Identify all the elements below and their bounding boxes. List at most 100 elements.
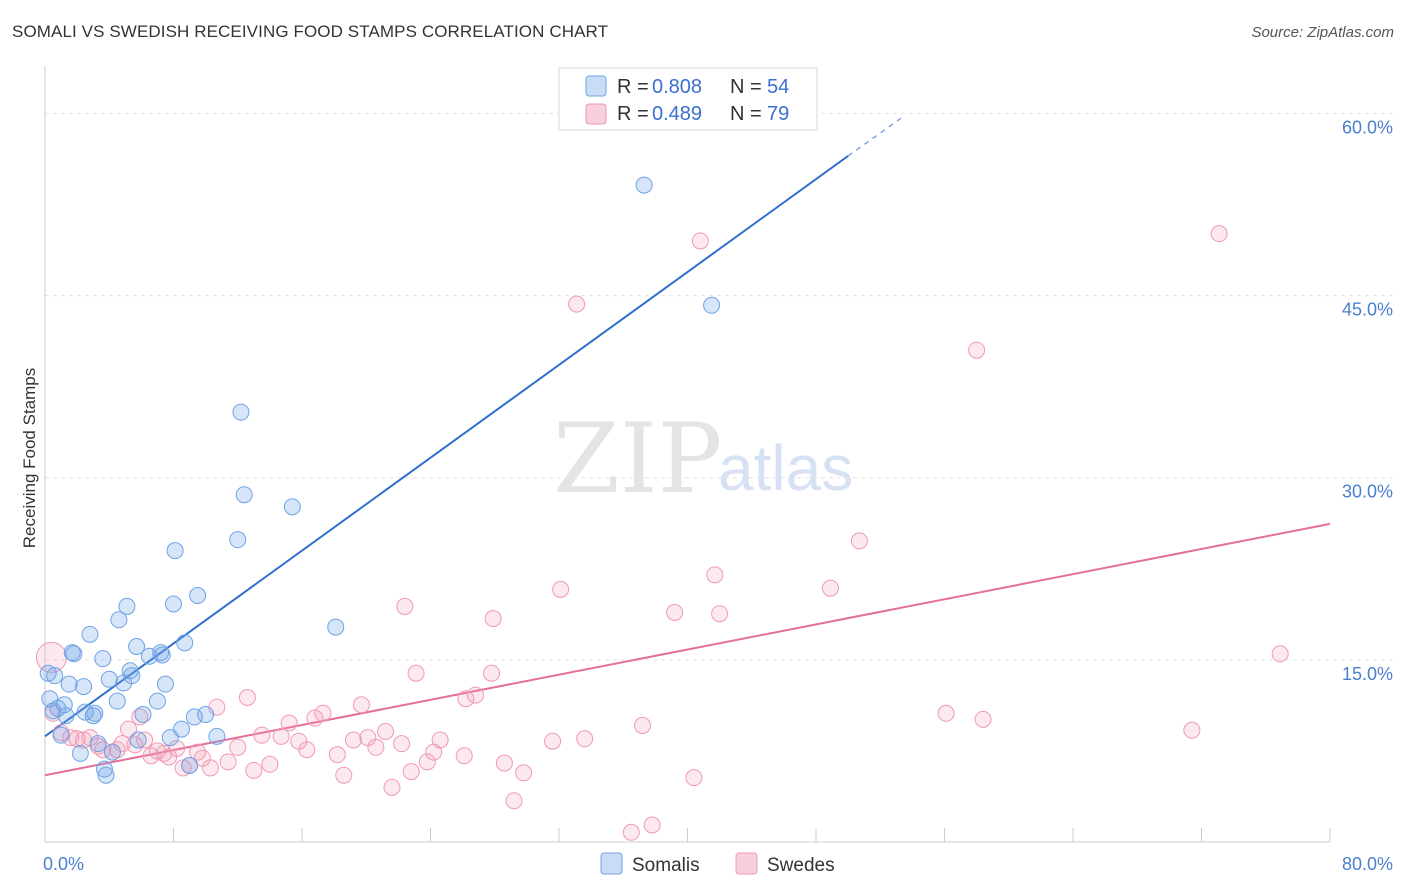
point-swedes bbox=[418, 753, 436, 771]
y-tick-label: 45.0% bbox=[1342, 300, 1393, 320]
point-somalis bbox=[229, 531, 247, 549]
point-swedes bbox=[120, 720, 138, 738]
legend-n-value-1: 54 bbox=[767, 76, 789, 98]
point-swedes bbox=[201, 759, 219, 777]
point-somalis bbox=[703, 296, 721, 314]
trend-line-swedes bbox=[44, 522, 1331, 777]
point-somalis bbox=[81, 625, 99, 643]
point-somalis bbox=[118, 597, 136, 615]
point-swedes bbox=[352, 696, 370, 714]
point-swedes bbox=[691, 232, 709, 250]
point-somalis bbox=[129, 731, 147, 749]
point-swedes bbox=[622, 823, 640, 841]
legend-bottom-label-swedes: Swedes bbox=[767, 855, 835, 876]
point-swedes bbox=[383, 778, 401, 796]
point-somalis bbox=[39, 664, 57, 682]
point-somalis bbox=[94, 650, 112, 668]
point-somalis bbox=[55, 696, 73, 714]
x-tick-label: 0.0% bbox=[43, 854, 84, 874]
data-points bbox=[35, 176, 1289, 841]
point-swedes bbox=[280, 714, 298, 732]
point-swedes bbox=[515, 764, 533, 782]
point-swedes bbox=[505, 792, 523, 810]
legend-swatch-somalis bbox=[585, 75, 607, 97]
point-swedes bbox=[136, 731, 154, 749]
legend-n-label-2: N = bbox=[730, 103, 762, 125]
point-swedes bbox=[666, 604, 684, 621]
point-somalis bbox=[84, 707, 102, 725]
watermark-zip: ZIP bbox=[553, 403, 722, 515]
point-swedes bbox=[245, 761, 263, 779]
point-swedes bbox=[131, 708, 149, 726]
trend-line-somalis-extension bbox=[847, 115, 905, 157]
tick-labels: 15.0% 30.0% 45.0% 60.0% 0.0% 80.0% bbox=[43, 117, 1393, 874]
point-swedes bbox=[643, 816, 661, 834]
point-swedes bbox=[261, 755, 279, 773]
y-tick-label: 15.0% bbox=[1342, 664, 1393, 684]
point-somalis bbox=[635, 176, 653, 194]
y-axis-label: Receiving Food Stamps bbox=[20, 368, 39, 548]
point-swedes bbox=[113, 735, 131, 753]
point-swedes bbox=[75, 731, 93, 749]
point-swedes bbox=[484, 610, 502, 628]
point-swedes bbox=[685, 769, 703, 787]
point-swedes bbox=[711, 605, 729, 623]
point-somalis bbox=[283, 498, 301, 516]
x-tick-label: 80.0% bbox=[1342, 854, 1393, 874]
point-swedes bbox=[850, 532, 868, 550]
trend-lines bbox=[44, 115, 1331, 777]
point-swedes bbox=[396, 597, 414, 615]
point-somalis bbox=[140, 647, 158, 665]
point-somalis bbox=[148, 692, 166, 710]
point-somalis bbox=[97, 766, 115, 784]
point-swedes bbox=[298, 741, 316, 759]
point-swedes bbox=[821, 579, 839, 597]
point-swedes bbox=[126, 736, 144, 754]
point-somalis bbox=[86, 704, 104, 722]
point-swedes bbox=[495, 754, 513, 772]
point-somalis bbox=[181, 757, 199, 774]
point-swedes bbox=[306, 709, 324, 727]
legend-bottom-swatch-somalis bbox=[600, 852, 623, 875]
point-swedes bbox=[1210, 225, 1228, 243]
point-somalis bbox=[46, 667, 64, 685]
point-swedes bbox=[634, 716, 652, 734]
point-swedes bbox=[229, 738, 247, 756]
point-somalis bbox=[60, 675, 78, 693]
point-somalis bbox=[75, 678, 93, 696]
point-swedes bbox=[457, 690, 475, 708]
point-swedes bbox=[455, 747, 473, 765]
legend-bottom: Somalis Swedes bbox=[600, 852, 835, 876]
legend-r-value-2: 0.489 bbox=[652, 103, 702, 125]
point-somalis bbox=[235, 486, 253, 504]
point-swedes bbox=[174, 759, 192, 777]
point-swedes bbox=[974, 710, 992, 728]
point-somalis bbox=[134, 706, 152, 723]
point-swedes bbox=[377, 723, 395, 740]
source-label: Source: ZipAtlas.com bbox=[1251, 24, 1394, 41]
point-somalis bbox=[110, 611, 128, 629]
point-swedes bbox=[483, 664, 501, 682]
point-swedes bbox=[1183, 721, 1201, 739]
point-somalis bbox=[103, 743, 121, 761]
point-somalis bbox=[189, 587, 207, 604]
legend-r-label-2: R = bbox=[617, 103, 649, 125]
point-somalis bbox=[152, 644, 170, 662]
legend-r-value-1: 0.808 bbox=[652, 76, 702, 98]
point-swedes bbox=[552, 580, 570, 598]
point-swedes bbox=[219, 753, 237, 771]
point-somalis bbox=[108, 692, 126, 710]
point-swedes bbox=[168, 740, 186, 757]
point-somalis bbox=[123, 667, 141, 685]
gridlines bbox=[45, 112, 1393, 661]
point-somalis bbox=[161, 729, 179, 747]
point-somalis bbox=[176, 634, 194, 652]
y-tick-label: 30.0% bbox=[1342, 482, 1393, 502]
point-somalis bbox=[327, 618, 345, 636]
legend-swatch-swedes bbox=[585, 103, 607, 125]
point-swedes bbox=[706, 566, 724, 584]
point-somalis bbox=[52, 726, 70, 744]
point-swedes bbox=[544, 732, 562, 750]
point-somalis bbox=[57, 707, 75, 725]
point-somalis bbox=[208, 727, 226, 745]
